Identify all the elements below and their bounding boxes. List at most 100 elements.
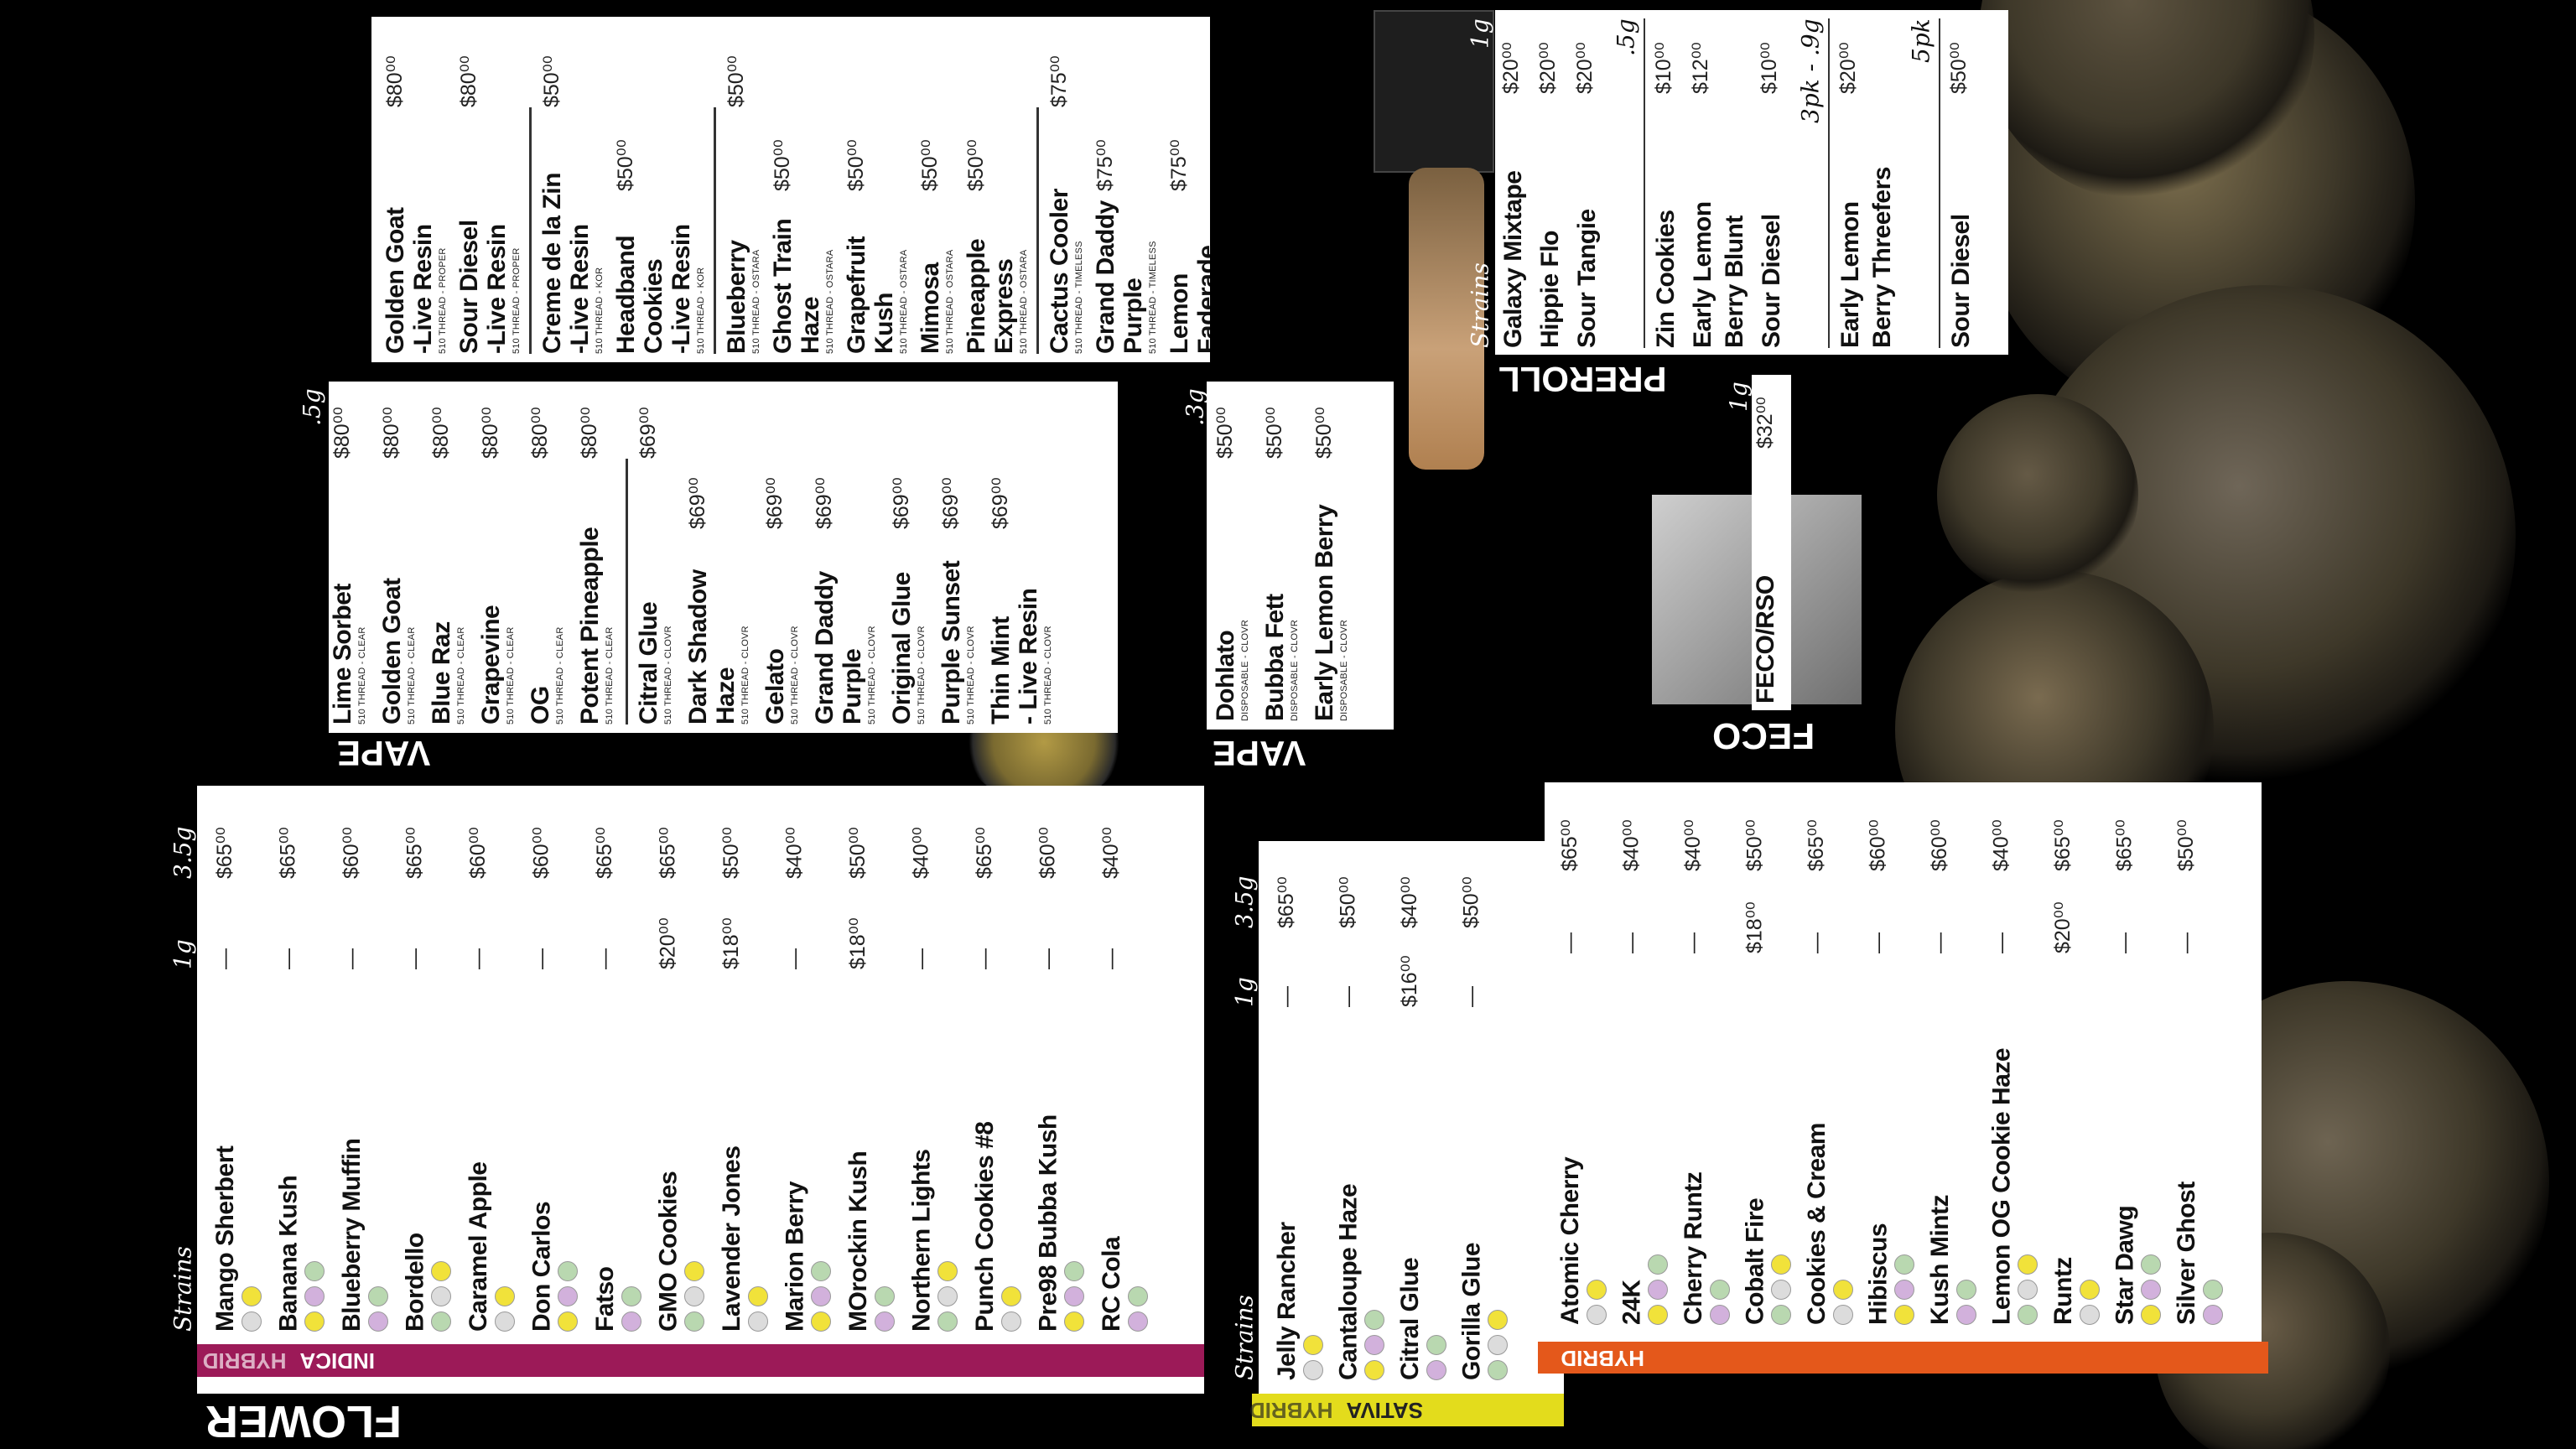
product-cell: Dark Shadow Haze 510 THREAD - CLOVR	[684, 529, 751, 724]
strain-icons	[809, 969, 832, 1332]
product-detail: 510 THREAD - CLOVR	[966, 626, 976, 724]
strain-icon	[1426, 1335, 1446, 1355]
product-cell: Blueberry 510 THREAD - OSTARA	[723, 107, 762, 354]
strain-icons	[1831, 953, 1853, 1325]
strain-icon	[1833, 1280, 1853, 1300]
category-tags: SATIVA HYBRID	[1249, 1395, 1430, 1425]
product-detail: DISPOSABLE - CLOVR	[1240, 620, 1250, 721]
product-name: Grand Daddy Purple	[1092, 200, 1147, 354]
strain-cell: Pre98 Bubba Kush	[1035, 969, 1085, 1332]
strain-icons	[2200, 953, 2223, 1325]
product-cell: Bubba Fett DISPOSABLE - CLOVR	[1261, 459, 1301, 721]
product-row: Grand Daddy Purple 510 THREAD - CLOVR $69⁰…	[811, 459, 878, 724]
product-price: $50⁰⁰	[964, 139, 988, 191]
preroll-menu: Strains 1g Galaxy Mixtape $20⁰⁰ Hippie Flo $2…	[1462, 10, 2008, 355]
product-cell: Sour Tangie	[1571, 94, 1603, 348]
price-1g: —	[1866, 932, 1890, 953]
strain-row: Citral Glue $16⁰⁰ $40⁰⁰	[1396, 841, 1458, 1380]
strain-cell: Bordello	[402, 969, 452, 1332]
strain-row: Don Carlos — $60⁰⁰	[528, 786, 592, 1332]
product-detail: 510 THREAD - KOR	[696, 267, 706, 354]
product-price: $50⁰⁰	[1312, 407, 1336, 459]
strain-icon	[1303, 1360, 1323, 1380]
price-3-5g: $65⁰⁰	[2051, 819, 2075, 871]
panel-bg	[1259, 841, 1564, 1394]
strain-icon	[1364, 1360, 1385, 1380]
product-price: $20⁰⁰	[1836, 42, 1860, 94]
product-row: Blue Raz 510 THREAD - CLEAR $80⁰⁰	[428, 388, 467, 724]
strain-cell: Lemon OG Cookie Haze	[1988, 953, 2038, 1325]
strain-cell: Runtz	[2049, 953, 2100, 1325]
strain-icon	[684, 1286, 705, 1306]
product-detail: DISPOSABLE - CLOVR	[1339, 620, 1349, 721]
price-1g: —	[2174, 932, 2198, 953]
strain-icons	[1769, 953, 1792, 1325]
category-bar	[1252, 1394, 1564, 1426]
strain-cell: MOrockin Kush	[844, 969, 895, 1332]
strain-icon	[304, 1311, 325, 1332]
product-cell: Galaxy Mixtape	[1498, 94, 1530, 348]
product-name: Grapevine	[477, 605, 505, 724]
size-label: .5g	[298, 388, 326, 426]
strain-name: Lavender Jones	[718, 1145, 745, 1332]
product-row: Thin Mint - Live Resin 510 THREAD - CLOVR…	[987, 459, 1054, 724]
product-cell: FECO/RSO	[1752, 449, 1779, 704]
strain-icons	[429, 969, 452, 1332]
strain-icons	[1707, 953, 1730, 1325]
column-label: 1g	[169, 939, 197, 969]
strain-icon	[1833, 1305, 1853, 1325]
price-1g: —	[1989, 932, 2013, 953]
product-name: Hippie Flo	[1536, 231, 1564, 348]
strain-cell: Hibiscus	[1865, 953, 1915, 1325]
product-name: Lime Sorbet	[329, 584, 356, 724]
product-row: Dohlato DISPOSABLE - CLOVR $50⁰⁰	[1212, 388, 1251, 721]
strain-name: Punch Cookies #8	[971, 1121, 999, 1332]
product-cell: Cactus Cooler 510 THREAD - TIMELESS	[1046, 107, 1085, 354]
strain-icon	[1001, 1286, 1021, 1306]
strain-icon	[558, 1261, 579, 1281]
strain-icons	[683, 969, 705, 1332]
strain-icons	[1486, 1007, 1509, 1380]
product-price: $69⁰⁰	[813, 477, 836, 529]
product-name: Ghost Train Haze	[769, 218, 824, 354]
strain-cell: Marion Berry	[782, 969, 832, 1332]
strain-cell: Citral Glue	[1396, 1007, 1446, 1380]
menu-header: Strains 1g	[1462, 18, 1498, 348]
product-price: $20⁰⁰	[1536, 42, 1560, 94]
strain-icon	[2080, 1305, 2100, 1325]
product-name: FECO/RSO	[1752, 575, 1779, 704]
strain-cell: Gorilla Glue	[1458, 1007, 1509, 1380]
product-row: Grand Daddy Purple 510 THREAD - TIMELESS $…	[1092, 107, 1159, 354]
product-cell: Citral Glue 510 THREAD - CLOVR	[635, 459, 674, 724]
strain-icon	[748, 1311, 768, 1332]
preroll-cone	[1409, 168, 1484, 470]
strain-icon	[1303, 1335, 1323, 1355]
strain-icon	[937, 1286, 958, 1306]
strain-icon	[748, 1286, 768, 1306]
product-row: Sour Diesel -Live Resin 510 THREAD - PROP…	[455, 23, 522, 354]
product-detail: 510 THREAD - CLEAR	[357, 626, 367, 725]
strain-icon	[811, 1261, 832, 1281]
product-row: Golden Goat 510 THREAD - CLEAR $80⁰⁰	[378, 388, 418, 724]
strain-icon	[1364, 1335, 1385, 1355]
strain-icon	[811, 1286, 832, 1306]
product-row: Citral Glue 510 THREAD - CLOVR $69⁰⁰	[635, 407, 674, 724]
product-cell: Early Lemon Berry DISPOSABLE - CLOVR	[1311, 459, 1350, 721]
price-1g: —	[1928, 932, 1951, 953]
strain-name: Silver Ghost	[2173, 1182, 2200, 1325]
product-detail: 510 THREAD - KOR	[595, 267, 605, 354]
strain-icon	[1128, 1286, 1148, 1306]
product-cell: Original Glue 510 THREAD - CLOVR	[888, 529, 927, 724]
strain-icons	[936, 969, 958, 1332]
vape-group: Dohlato DISPOSABLE - CLOVR $50⁰⁰ Bubba Fett…	[1212, 388, 1350, 721]
product-price: $20⁰⁰	[1499, 42, 1523, 94]
product-detail: 510 THREAD - PROPER	[512, 247, 522, 354]
product-cell: Lemon Faderade510 THREAD - TIMELESS	[1166, 191, 1210, 354]
strain-icon	[1001, 1311, 1021, 1332]
strain-icons	[872, 969, 895, 1332]
size-label: .3g	[1181, 388, 1209, 426]
vape-menu: Golden Goat -Live Resin 510 THREAD - PROP…	[371, 17, 1210, 362]
strain-name: Hibiscus	[1864, 1223, 1893, 1325]
product-name: Early Lemon Berry Blunt	[1689, 201, 1748, 348]
price-1g: —	[782, 948, 807, 969]
